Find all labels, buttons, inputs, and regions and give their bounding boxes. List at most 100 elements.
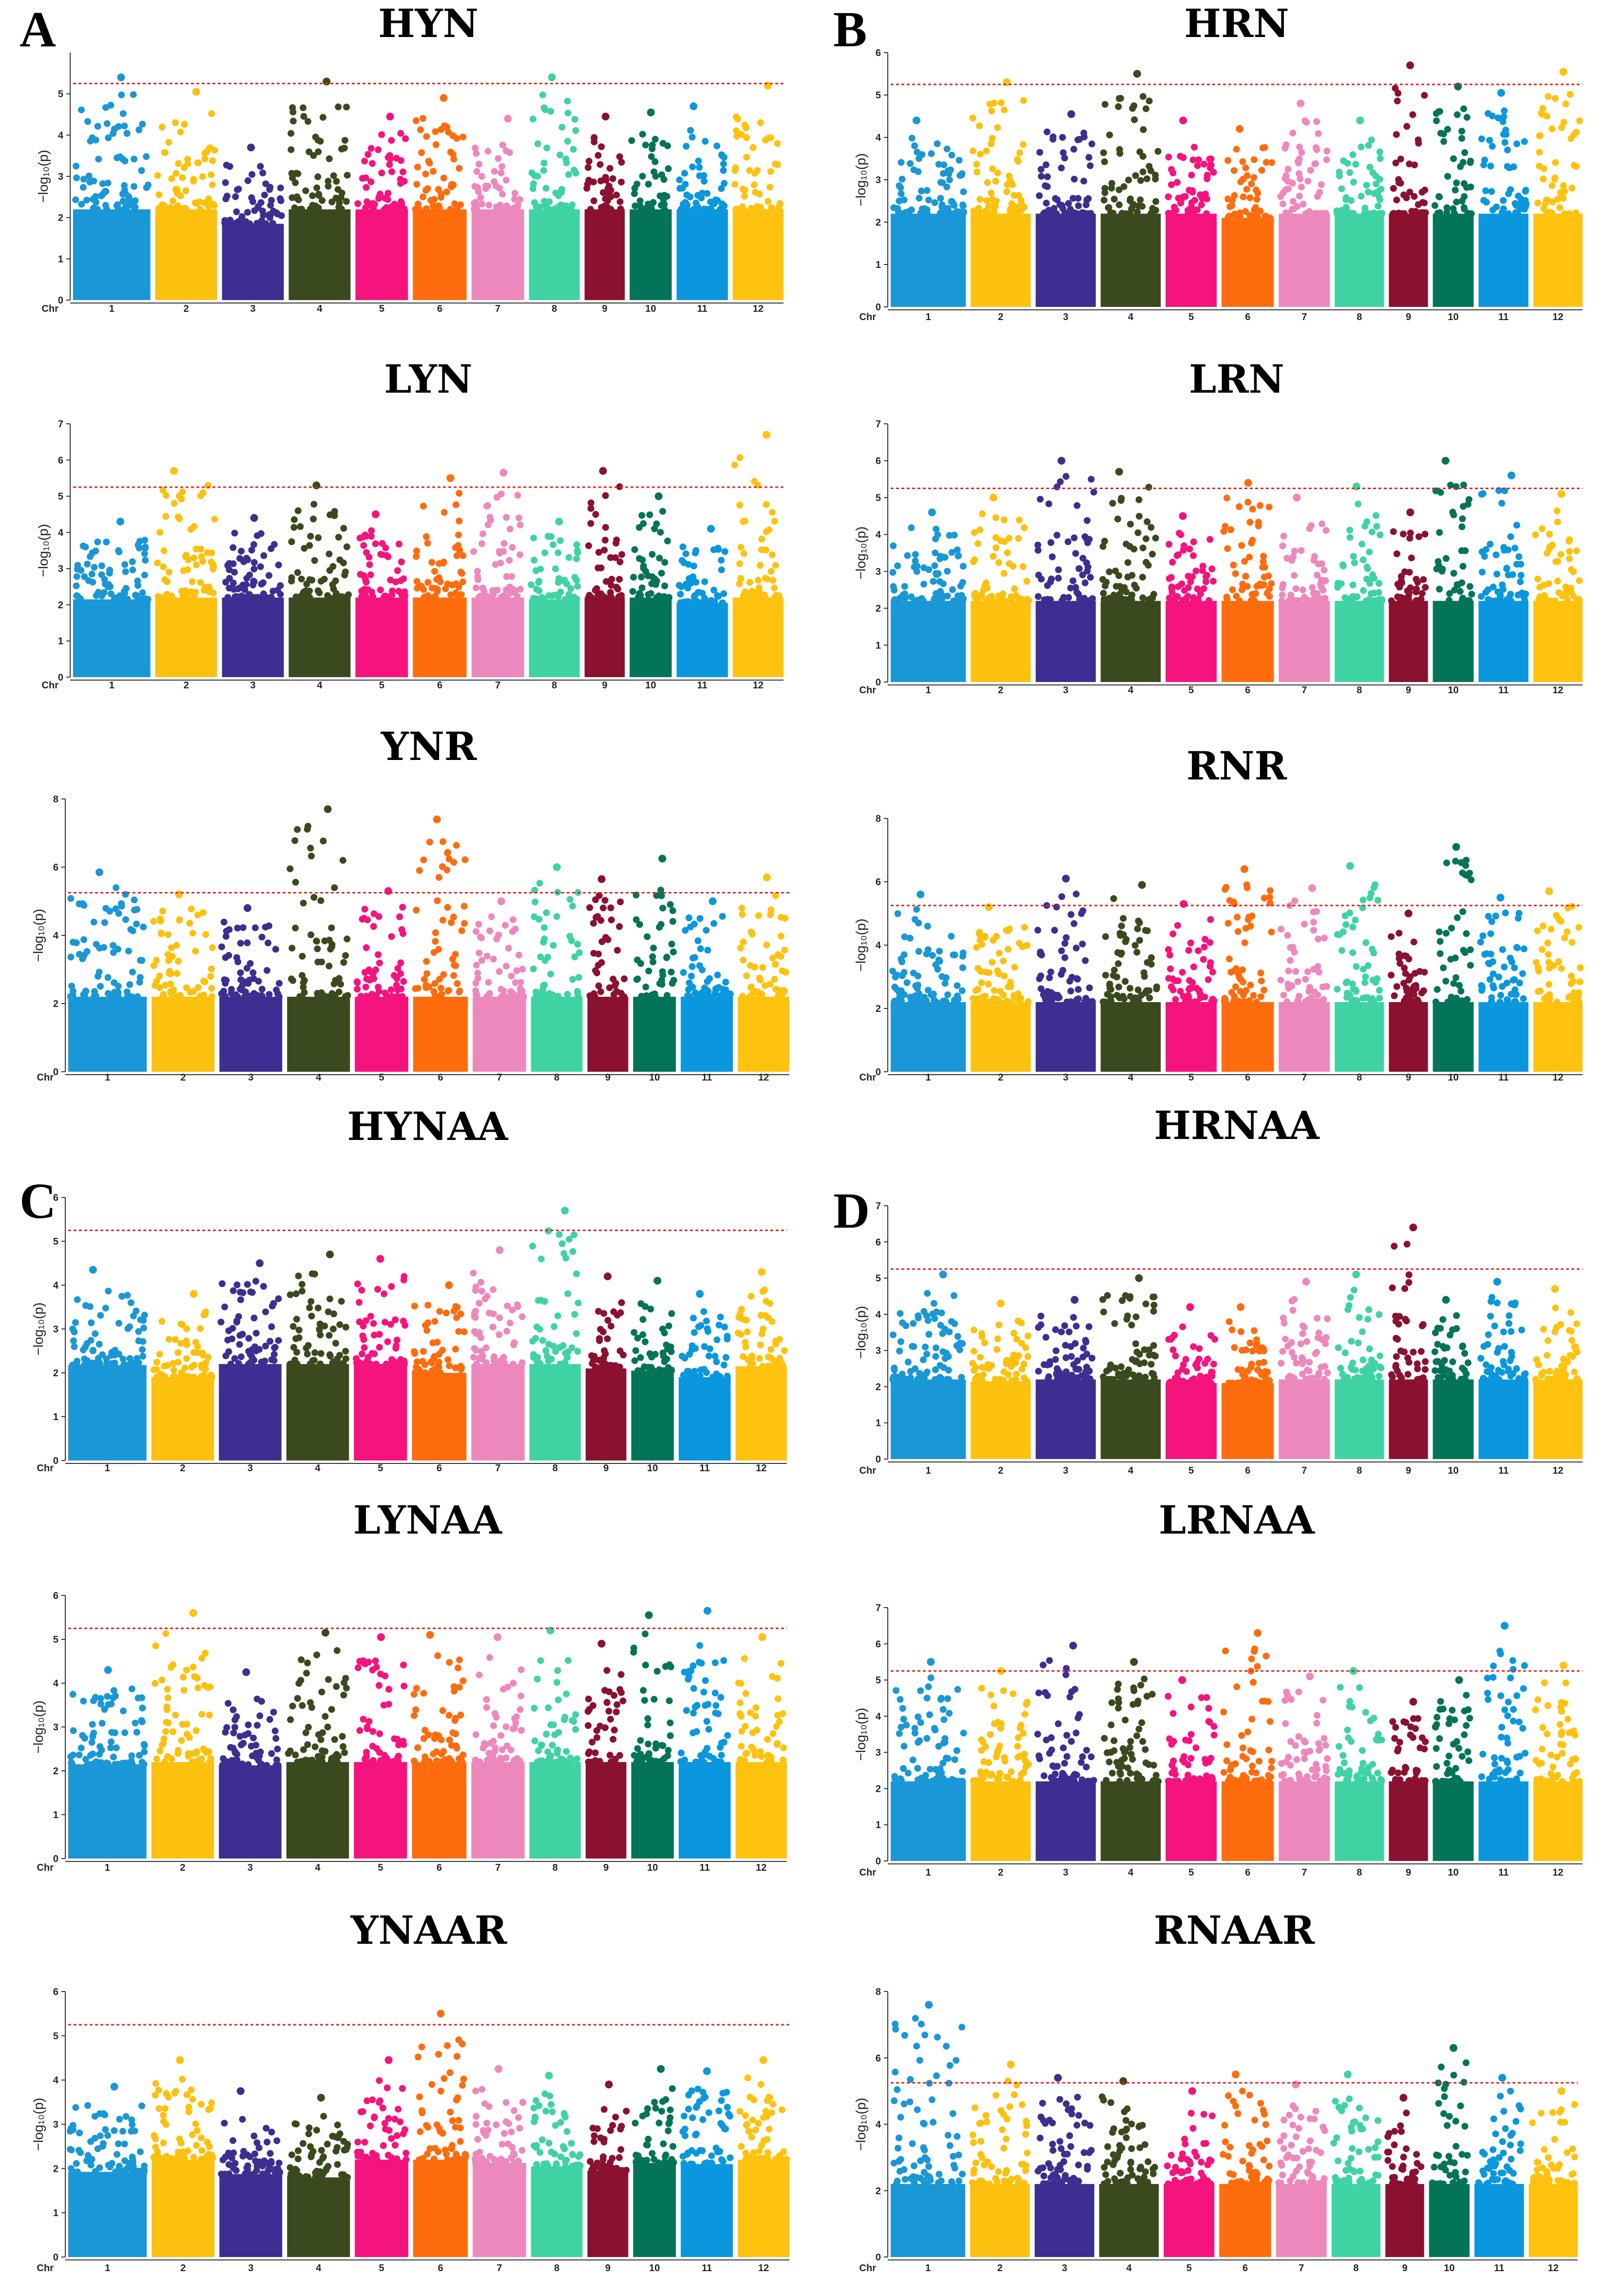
snp-point <box>552 190 559 197</box>
chr-8-top-snp <box>1353 482 1360 491</box>
snp-point <box>536 989 543 997</box>
chr-10-points <box>632 887 677 1000</box>
y-tick-label: 4 <box>58 130 64 141</box>
snp-point <box>638 993 645 1000</box>
snp-point <box>150 962 157 969</box>
snp-point <box>448 919 455 926</box>
snp-point <box>1365 142 1372 149</box>
snp-point <box>906 934 914 942</box>
snp-point <box>365 553 373 561</box>
snp-point <box>1507 954 1514 962</box>
chart-title: LYN <box>384 356 472 402</box>
snp-point <box>1339 561 1346 569</box>
snp-point <box>1534 927 1541 934</box>
snp-point <box>723 1354 729 1361</box>
chr-6-points <box>412 838 469 1000</box>
snp-point <box>1100 589 1107 597</box>
snp-point <box>1393 196 1400 204</box>
snp-point <box>679 543 687 550</box>
snp-point <box>1436 586 1443 593</box>
x-axis-label: Chr <box>37 1463 54 1474</box>
snp-point <box>1044 597 1051 604</box>
snp-point <box>242 988 249 995</box>
snp-point <box>133 592 140 599</box>
snp-point <box>664 537 671 545</box>
snp-point <box>1105 204 1112 211</box>
y-tick-label: 8 <box>53 794 58 805</box>
snp-point <box>1290 553 1297 561</box>
snp-point <box>119 110 127 117</box>
snp-point <box>697 945 704 952</box>
snp-point <box>540 982 547 989</box>
snp-point <box>983 147 990 154</box>
snp-point <box>1070 195 1077 202</box>
snp-point <box>168 175 175 182</box>
snp-point <box>167 980 174 987</box>
chr-1-block <box>891 601 966 682</box>
snp-point <box>1540 165 1548 172</box>
chr-11-top-snp <box>689 102 698 111</box>
snp-point <box>1353 963 1360 970</box>
chr-7-points <box>471 141 523 213</box>
snp-point <box>908 134 916 142</box>
chr-tick-label: 2 <box>180 1463 185 1474</box>
chr-tick-label: 3 <box>1063 1072 1069 1083</box>
snp-point <box>941 980 949 987</box>
snp-point <box>1259 564 1266 571</box>
y-tick-label: 5 <box>58 89 63 100</box>
chr-tick-label: 4 <box>317 680 323 691</box>
snp-point <box>1394 97 1401 105</box>
snp-point <box>616 558 624 566</box>
snp-point <box>156 529 164 536</box>
snp-point <box>1146 97 1153 105</box>
snp-point <box>1415 533 1423 540</box>
snp-point <box>1261 894 1268 902</box>
snp-point <box>1458 547 1465 554</box>
snp-point <box>483 952 491 960</box>
chr-tick-label: 1 <box>109 680 115 691</box>
snp-point <box>1477 938 1484 946</box>
snp-point <box>161 1363 168 1370</box>
snp-point <box>85 577 92 584</box>
chr-11-points <box>676 127 728 213</box>
snp-point <box>569 1248 576 1255</box>
snp-point <box>1489 143 1496 150</box>
chr-7-points <box>1278 520 1330 605</box>
snp-point <box>1446 597 1453 604</box>
snp-point <box>185 556 192 563</box>
snp-point <box>1089 998 1096 1005</box>
snp-point <box>1376 597 1384 605</box>
snp-point <box>992 178 999 185</box>
snp-point <box>515 951 522 959</box>
snp-point <box>587 499 594 507</box>
snp-point <box>702 599 709 607</box>
snp-point <box>1397 155 1404 163</box>
snp-point <box>1453 581 1461 588</box>
chr-tick-label: 10 <box>645 304 656 314</box>
snp-point <box>531 556 538 564</box>
snp-point <box>1503 979 1510 987</box>
snp-point <box>1298 547 1305 554</box>
snp-point <box>688 133 696 141</box>
snp-point <box>595 1308 602 1315</box>
snp-point <box>600 904 607 911</box>
snp-point <box>1169 559 1176 566</box>
snp-point <box>1453 179 1460 187</box>
snp-point <box>310 1357 318 1364</box>
snp-point <box>616 576 623 583</box>
snp-point <box>342 952 349 959</box>
snp-point <box>1396 584 1403 591</box>
snp-point <box>609 1362 616 1369</box>
snp-point <box>130 1312 137 1320</box>
snp-point <box>124 1325 132 1332</box>
snp-point <box>1451 587 1458 594</box>
snp-point <box>486 990 493 997</box>
snp-point <box>567 585 574 592</box>
snp-point <box>1487 162 1494 170</box>
snp-point <box>530 965 537 972</box>
chr-tick-label: 8 <box>552 680 557 691</box>
snp-point <box>156 1350 163 1358</box>
snp-point <box>602 195 609 203</box>
snp-point <box>1230 167 1238 174</box>
